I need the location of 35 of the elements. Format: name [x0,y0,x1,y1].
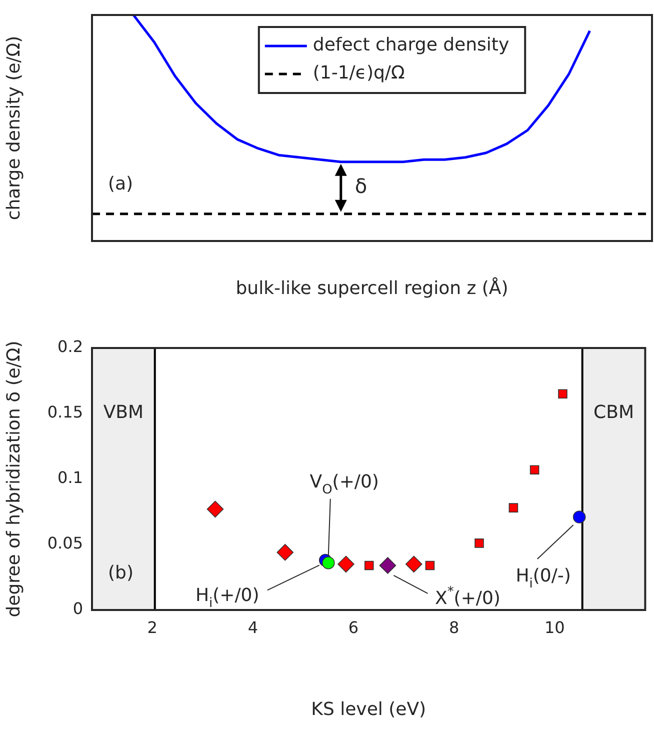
point [508,503,518,512]
annotation: (a) [108,174,134,195]
point [276,544,294,561]
x-tick-label: 6 [348,618,359,637]
y-axis-title: charge density (e/Ω) [3,36,24,220]
point [379,557,396,574]
point [364,560,374,570]
point [322,556,335,570]
point [206,500,224,518]
point [558,389,568,398]
y-tick-label: 0.1 [58,468,83,488]
x-axis-title: KS level (eV) [311,698,426,720]
annotation: δ [354,174,368,198]
x-tick-label: 10 [544,618,565,637]
point [530,465,540,474]
y-axis-title: degree of hybridization δ (e/Ω) [3,340,24,618]
point [474,538,484,548]
point [405,556,422,573]
band-label: VBM [103,402,144,424]
annotation: (b) [108,562,134,584]
point [338,556,354,573]
y-tick-label: 0.2 [58,337,83,356]
legend-label: (1-1/ϵ)q/Ω [312,62,405,84]
legend-label: defect charge density [312,34,510,56]
y-tick-label: 0.05 [47,534,83,553]
x-tick-label: 2 [147,618,158,637]
point [572,510,586,524]
point [425,560,435,570]
annotation: X*(+/0) [434,584,500,610]
x-axis-title: bulk-like supercell region z (Å) [236,276,508,299]
x-tick-label: 4 [248,618,258,637]
band-label: CBM [594,402,634,424]
y-tick-label: 0.15 [47,402,83,422]
y-tick-label: 0 [72,599,83,618]
x-tick-label: 8 [449,618,460,637]
